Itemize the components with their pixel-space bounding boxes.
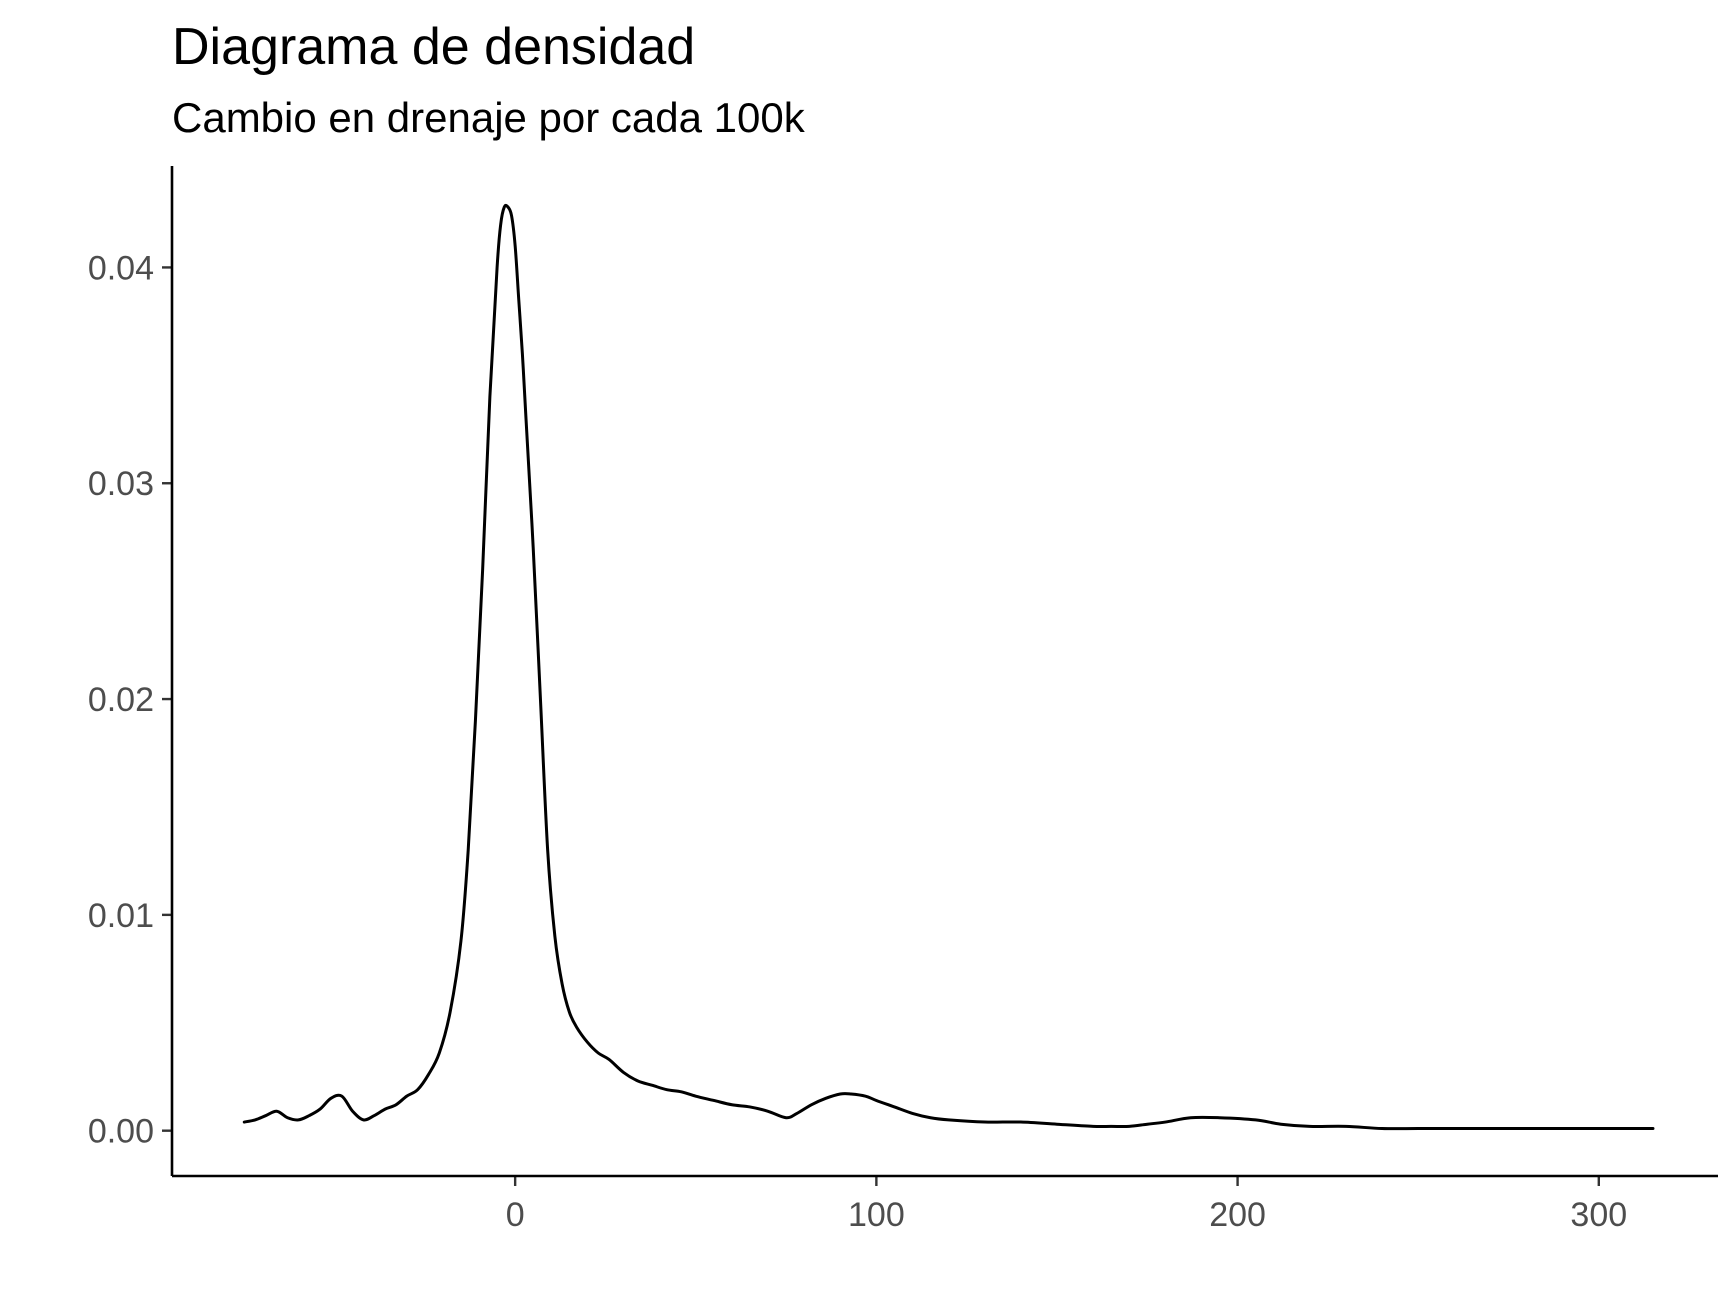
y-tick-label: 0.01 xyxy=(88,897,154,935)
x-axis-ticks: 0 100 200 300 xyxy=(506,1176,1627,1234)
chart-subtitle: Cambio en drenaje por cada 100k xyxy=(172,94,806,141)
density-curve xyxy=(242,203,1655,1131)
x-tick-label: 200 xyxy=(1209,1196,1266,1234)
x-tick-label: 100 xyxy=(848,1196,905,1234)
y-tick-label: 0.04 xyxy=(88,249,154,287)
x-tick-label: 0 xyxy=(506,1196,525,1234)
y-axis-ticks: 0.00 0.01 0.02 0.03 0.04 xyxy=(88,249,172,1151)
y-tick-label: 0.00 xyxy=(88,1113,154,1151)
y-tick-label: 0.03 xyxy=(88,465,154,503)
x-tick-label: 300 xyxy=(1570,1196,1627,1234)
chart-title: Diagrama de densidad xyxy=(172,18,695,76)
y-tick-label: 0.02 xyxy=(88,681,154,719)
